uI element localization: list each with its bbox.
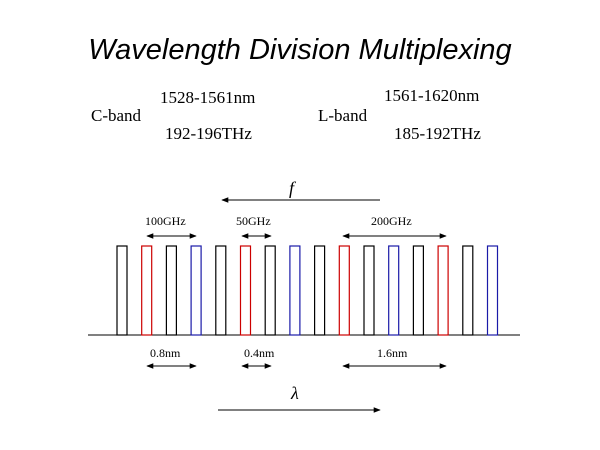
channel-group [116,245,499,336]
spacing-1p6nm-label: 1.6nm [377,346,408,360]
channel-black-13 [412,245,424,336]
c-band-wavelength: 1528-1561nm [160,88,256,107]
spacing-100ghz-label: 100GHz [145,214,186,228]
c-band-frequency: 192-196THz [165,124,252,143]
channel-red-10 [338,245,350,336]
spacing-0p4nm-label: 0.4nm [244,346,275,360]
channel-black-15 [462,245,474,336]
channel-black-1 [116,245,128,336]
channel-black-11 [363,245,375,336]
frequency-axis-label: f [289,178,295,198]
spacing-0p8nm-label: 0.8nm [150,346,181,360]
c-band-label: C-band [91,106,142,125]
channel-blue-12 [388,245,400,336]
channel-black-3 [165,245,177,336]
channel-blue-16 [486,245,499,336]
channel-red-6 [239,245,252,336]
channel-black-5 [215,245,227,336]
channel-black-7 [264,245,276,336]
spacing-200ghz-label: 200GHz [371,214,412,228]
channel-black-9 [314,245,326,336]
channel-blue-4 [190,245,202,336]
channel-red-2 [141,245,153,336]
l-band-label: L-band [318,106,368,125]
channel-blue-8 [289,245,301,336]
wavelength-axis-label: λ [291,383,299,403]
channel-red-14 [437,245,449,336]
l-band-wavelength: 1561-1620nm [384,86,480,105]
spacing-50ghz-label: 50GHz [236,214,271,228]
slide-title: Wavelength Division Multiplexing [88,34,512,66]
l-band-frequency: 185-192THz [394,124,481,143]
